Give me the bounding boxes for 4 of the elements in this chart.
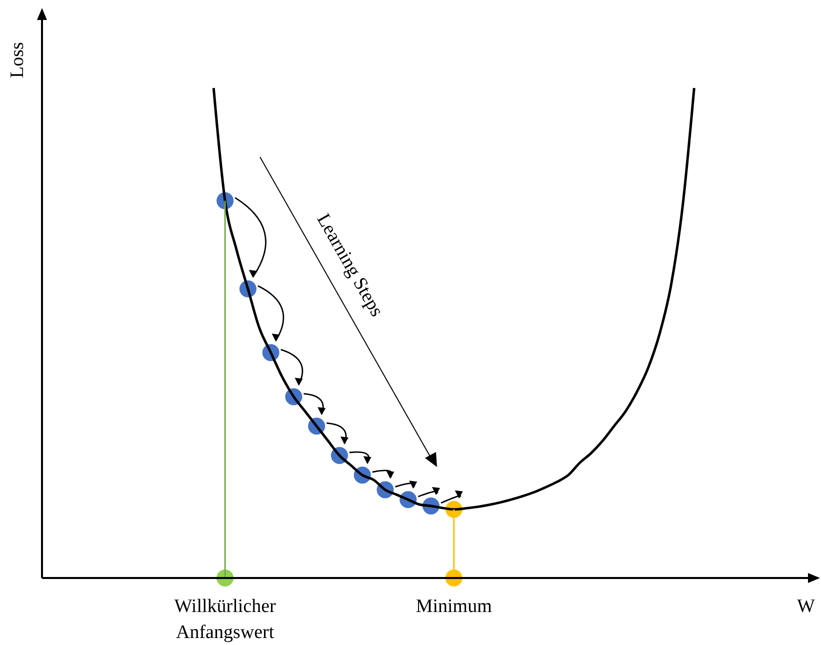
x-tick-label: Minimum <box>416 596 492 617</box>
y-axis-title: Loss <box>7 42 28 78</box>
x-tick-label: Willkürlicher Anfangswert <box>174 596 277 643</box>
x-axis-title: W <box>797 596 816 617</box>
